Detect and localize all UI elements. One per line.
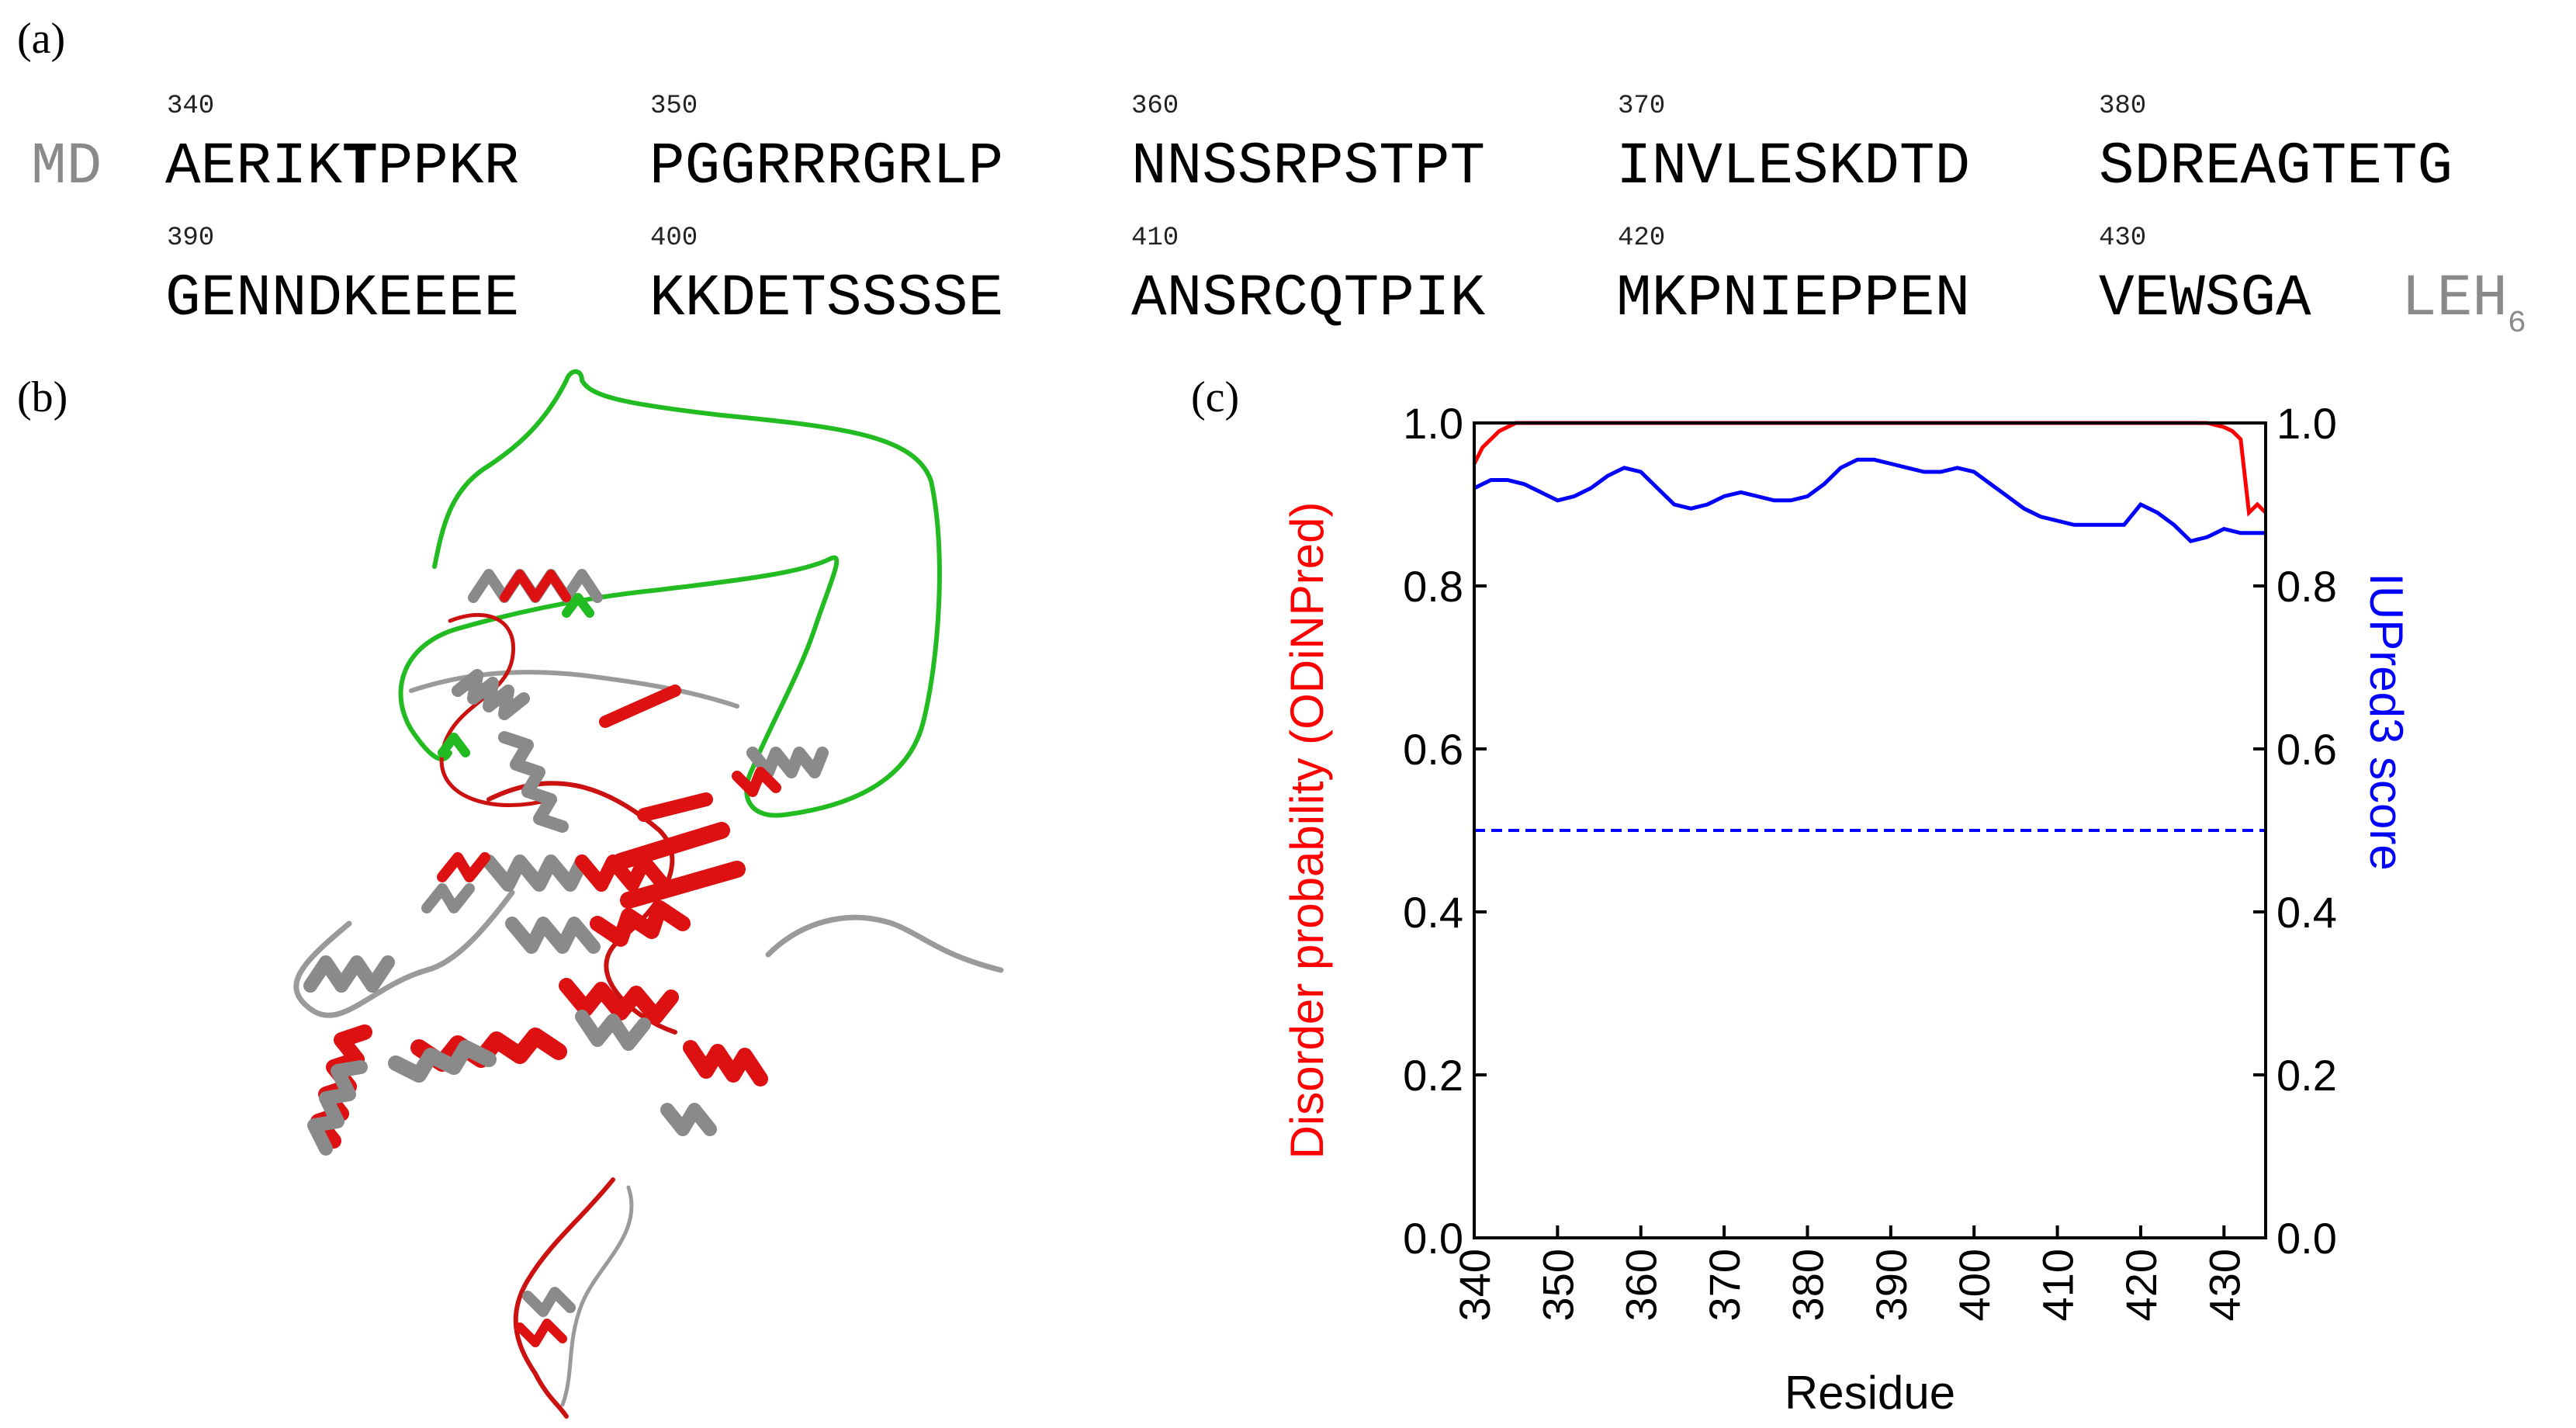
grey-coil: [765, 914, 1004, 973]
sequence-suffix: LEH6: [2401, 265, 2526, 341]
y-tick-label-left: 0.0: [1403, 1214, 1463, 1263]
grey-helix: [307, 1060, 368, 1156]
y-tick-label-right: 0.0: [2277, 1214, 2337, 1263]
y-tick-label-right: 0.2: [2277, 1051, 2337, 1100]
red-sheet: [637, 792, 713, 822]
residue-number: 380: [2099, 92, 2147, 121]
red-sheet: [599, 685, 681, 728]
x-axis-label: Residue: [1785, 1367, 1955, 1419]
grey-coil: [560, 1185, 634, 1407]
x-tick-label: 360: [1617, 1249, 1666, 1321]
grey-helix: [575, 1010, 651, 1051]
iupred3-series-line: [1473, 457, 2266, 544]
x-tick-label: 390: [1867, 1249, 1916, 1321]
y-tick-label-right: 0.6: [2277, 725, 2337, 774]
x-tick-label: 410: [2034, 1249, 2083, 1321]
red-helix: [732, 767, 781, 797]
residue-number: 430: [2099, 224, 2147, 253]
panel-label-a: (a): [17, 15, 66, 63]
grey-helix: [660, 1103, 717, 1136]
red-coil: [513, 1177, 615, 1419]
sequence-block: ANSRCQTPIK: [1131, 265, 1486, 332]
x-tick-label: 370: [1700, 1249, 1749, 1321]
sequence-block: AERIKTPPKR: [165, 133, 520, 200]
protein-structure-image: [293, 369, 1004, 1419]
sequence-prefix: MD: [31, 133, 102, 200]
residue-number: 410: [1131, 224, 1179, 253]
y-tick-label-right: 1.0: [2277, 399, 2337, 448]
grey-helix: [452, 669, 530, 720]
y-tick-label-left: 0.4: [1403, 888, 1463, 937]
red-helix: [590, 900, 691, 947]
y-axis-label-left: Disorder probability (ODiNPred): [1281, 502, 1333, 1159]
residue-number: 360: [1131, 92, 1179, 121]
x-tick-label: 420: [2117, 1249, 2166, 1321]
sequence-block: INVLESKDTD: [1616, 133, 1971, 200]
grey-helix: [746, 747, 829, 778]
residue-number: 400: [650, 224, 698, 253]
grey-helix: [505, 917, 601, 954]
red-sheet: [620, 861, 746, 909]
red-helix: [683, 1040, 768, 1087]
grey-helix: [388, 1040, 497, 1083]
grey-coil: [293, 889, 515, 1018]
grey-helix: [522, 1287, 576, 1317]
panel-label-b: (b): [17, 373, 68, 421]
x-tick-label: 340: [1450, 1249, 1499, 1321]
x-tick-label: 400: [1950, 1249, 1999, 1321]
grey-coil: [409, 670, 739, 709]
sequence-block: MKPNIEPPEN: [1616, 265, 1971, 332]
sequence-block: SDREAGTETG: [2099, 133, 2453, 200]
sequence-block: GENNDKEEEE: [165, 265, 520, 332]
y-tick-label-left: 0.2: [1403, 1051, 1463, 1100]
residue-number: 350: [650, 92, 698, 121]
red-helix: [515, 1319, 567, 1347]
x-tick-label: 380: [1783, 1249, 1832, 1321]
green-helix-fragment: [562, 593, 594, 618]
red-sheet: [612, 822, 730, 870]
sequence-block: PGGRRRGRLP: [649, 133, 1004, 200]
grey-helix: [498, 731, 569, 833]
y-tick-label-right: 0.4: [2277, 888, 2337, 937]
green-helix-fragment: [438, 733, 470, 757]
highlighted-residue: T: [342, 133, 378, 200]
y-tick-label-right: 0.8: [2277, 562, 2337, 611]
odinpred-series-line: [1472, 421, 2267, 517]
red-helix: [437, 852, 490, 882]
residue-number: 390: [167, 224, 215, 253]
red-helix: [500, 570, 571, 602]
sequence-block: KKDETSSSSE: [649, 265, 1004, 332]
sequence-block: NNSSRPSTPT: [1131, 133, 1486, 200]
grey-helix: [421, 883, 475, 913]
x-tick-label: 430: [2200, 1249, 2249, 1321]
plot-frame: [1473, 421, 2267, 1239]
residue-number: 420: [1618, 224, 1666, 253]
x-tick-label: 350: [1533, 1249, 1582, 1321]
residue-number: 370: [1618, 92, 1666, 121]
sequence-block: VEWSGA: [2099, 265, 2311, 332]
y-axis-label-right: IUPred3 score: [2360, 573, 2412, 871]
red-helix: [575, 854, 670, 892]
residue-number: 340: [167, 92, 215, 121]
y-tick-label-left: 1.0: [1403, 399, 1463, 448]
red-coil: [439, 612, 553, 807]
panel-label-c: (c): [1191, 373, 1240, 421]
disordered-loop: [398, 369, 942, 818]
y-tick-label-left: 0.8: [1403, 562, 1463, 611]
disorder-chart: 0.0 0.0 0.2 0.2 0.4 0.4 0.6 0.6 0.8 0.8 1.0 1.0 340 3…: [1281, 399, 2412, 1419]
suffix-subscript: 6: [2507, 307, 2526, 341]
grey-helix: [303, 955, 395, 993]
y-tick-label-left: 0.6: [1403, 725, 1463, 774]
red-helix: [559, 978, 679, 1024]
